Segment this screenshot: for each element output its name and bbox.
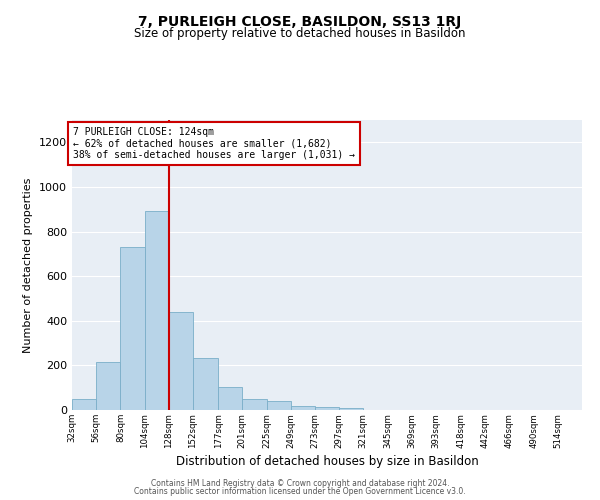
- Text: 7 PURLEIGH CLOSE: 124sqm
← 62% of detached houses are smaller (1,682)
38% of sem: 7 PURLEIGH CLOSE: 124sqm ← 62% of detach…: [73, 126, 355, 160]
- Bar: [339, 408, 363, 410]
- Text: Contains HM Land Registry data © Crown copyright and database right 2024.: Contains HM Land Registry data © Crown c…: [151, 478, 449, 488]
- X-axis label: Distribution of detached houses by size in Basildon: Distribution of detached houses by size …: [176, 454, 478, 468]
- Bar: [145, 212, 169, 410]
- Text: 7, PURLEIGH CLOSE, BASILDON, SS13 1RJ: 7, PURLEIGH CLOSE, BASILDON, SS13 1RJ: [139, 15, 461, 29]
- Text: Contains public sector information licensed under the Open Government Licence v3: Contains public sector information licen…: [134, 487, 466, 496]
- Bar: [72, 399, 96, 410]
- Bar: [121, 247, 145, 410]
- Bar: [315, 406, 339, 410]
- Bar: [266, 401, 291, 410]
- Y-axis label: Number of detached properties: Number of detached properties: [23, 178, 34, 352]
- Bar: [96, 362, 121, 410]
- Bar: [291, 406, 315, 410]
- Bar: [169, 312, 193, 410]
- Text: Size of property relative to detached houses in Basildon: Size of property relative to detached ho…: [134, 28, 466, 40]
- Bar: [242, 399, 266, 410]
- Bar: [218, 386, 242, 410]
- Bar: [193, 358, 218, 410]
